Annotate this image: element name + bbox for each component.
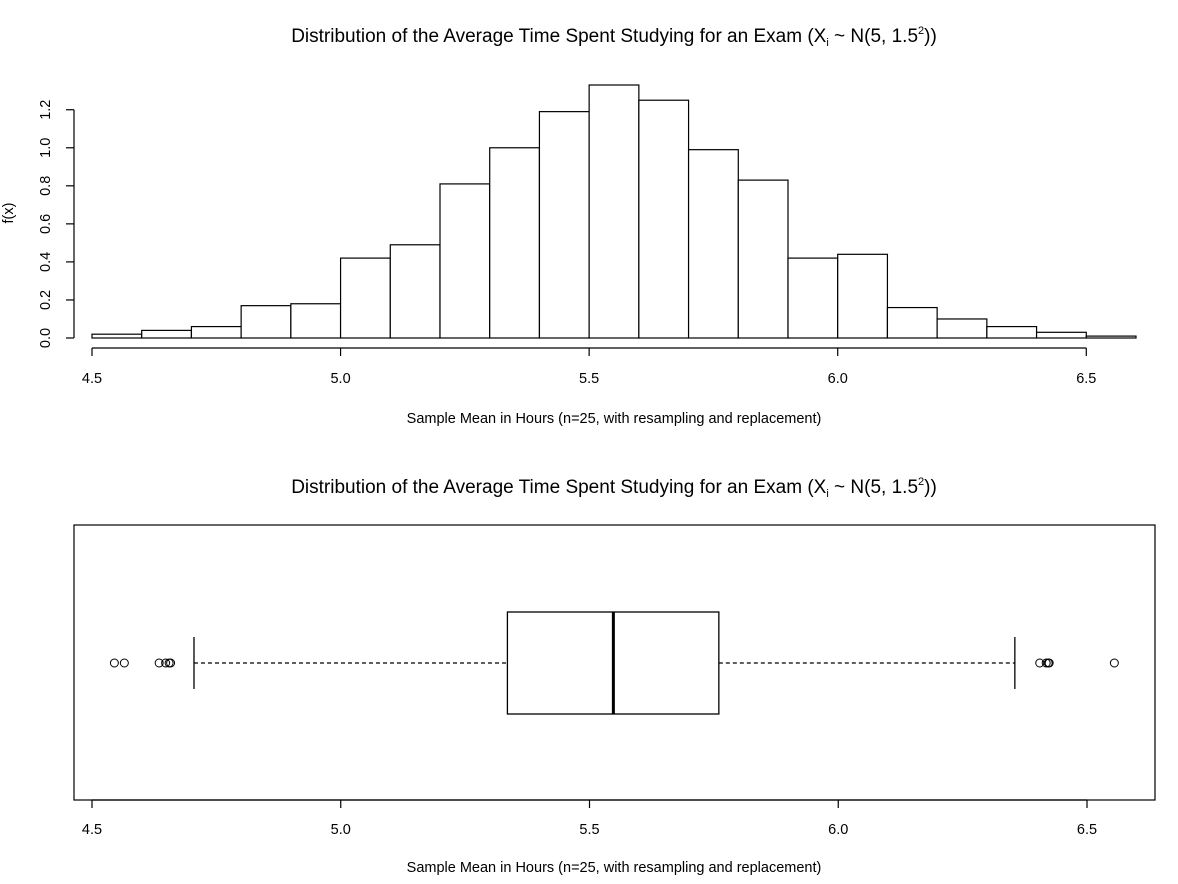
boxplot-outlier <box>1109 658 1119 668</box>
histogram-bar <box>638 99 690 339</box>
boxplot-title: Distribution of the Average Time Spent S… <box>291 476 937 500</box>
histogram-y-tick-label: 0.6 <box>38 214 54 234</box>
histogram-y-tick-label: 0.2 <box>38 290 54 310</box>
boxplot-panel: Distribution of the Average Time Spent S… <box>73 476 1156 876</box>
histogram-y-label: f(x) <box>1 203 17 224</box>
boxplot-x-tick-label: 6.5 <box>1077 822 1097 838</box>
histogram-bar <box>1035 331 1087 339</box>
histogram-x-tick-label: 5.5 <box>579 371 599 387</box>
histogram-x-axis: 4.5 5.0 5.5 6.0 6.5 <box>82 347 1096 387</box>
histogram-bar <box>936 318 988 339</box>
boxplot-x-tick-label: 4.5 <box>82 822 102 838</box>
histogram-bar <box>141 329 193 339</box>
boxplot-outlier <box>161 658 171 668</box>
histogram-bar <box>389 244 441 339</box>
histogram-bar <box>439 183 491 339</box>
boxplot-x-tick-label: 5.0 <box>331 822 351 838</box>
histogram-panel: Distribution of the Average Time Spent S… <box>1 25 1137 427</box>
boxplot-x-tick-label: 6.0 <box>828 822 848 838</box>
histogram-y-tick-label: 0.8 <box>38 176 54 196</box>
boxplot-outlier <box>1044 658 1054 668</box>
boxplot-outlier <box>109 658 119 668</box>
histogram-bar <box>1085 335 1137 339</box>
boxplot-outlier <box>154 658 164 668</box>
histogram-x-tick-label: 6.0 <box>828 371 848 387</box>
histogram-bar <box>837 253 889 339</box>
boxplot-x-tick-label: 5.5 <box>579 822 599 838</box>
boxplot-x-axis: 4.5 5.0 5.5 6.0 6.5 <box>82 799 1097 838</box>
histogram-bar <box>240 305 292 339</box>
histogram-bar <box>737 179 789 339</box>
histogram-bar <box>190 325 242 339</box>
histogram-bar <box>886 306 938 339</box>
histogram-x-tick-label: 4.5 <box>82 371 102 387</box>
histogram-x-label: Sample Mean in Hours (n=25, with resampl… <box>407 411 822 427</box>
boxplot-x-label: Sample Mean in Hours (n=25, with resampl… <box>407 860 822 876</box>
histogram-bars <box>91 84 1137 339</box>
histogram-bar <box>290 303 342 339</box>
boxplot-elements <box>109 611 1119 715</box>
histogram-bar <box>489 147 541 339</box>
histogram-bar <box>986 325 1038 339</box>
histogram-bar <box>787 257 839 339</box>
histogram-x-tick-label: 6.5 <box>1076 371 1096 387</box>
histogram-y-axis: 0.0 0.2 0.4 0.6 0.8 1.0 1.2 <box>38 100 75 348</box>
histogram-x-tick-label: 5.0 <box>330 371 350 387</box>
histogram-y-tick-label: 0.4 <box>38 252 54 272</box>
histogram-y-tick-label: 0.0 <box>38 328 54 348</box>
histogram-bar <box>687 149 739 339</box>
boxplot-outlier <box>166 658 176 668</box>
histogram-bar <box>538 111 590 339</box>
histogram-bar <box>91 333 143 339</box>
histogram-y-tick-label: 1.2 <box>38 100 54 120</box>
histogram-y-tick-label: 1.0 <box>38 138 54 158</box>
boxplot-outlier <box>119 658 129 668</box>
histogram-bar <box>339 257 391 339</box>
histogram-title: Distribution of the Average Time Spent S… <box>291 25 937 49</box>
histogram-bar <box>588 84 640 339</box>
